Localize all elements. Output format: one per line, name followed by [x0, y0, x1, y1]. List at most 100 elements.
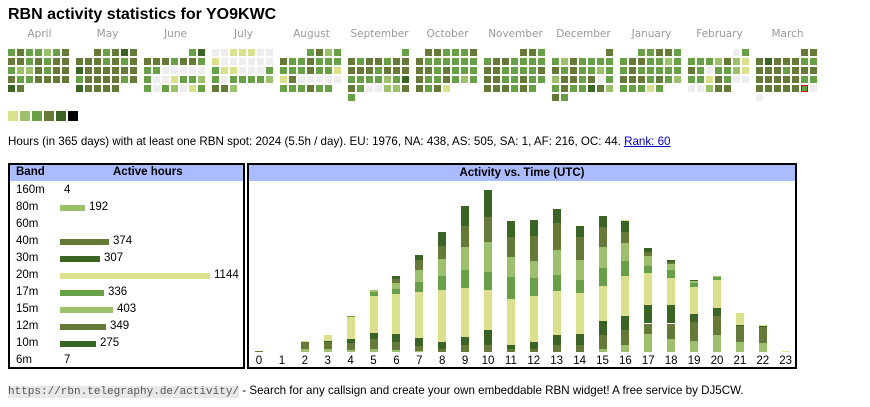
day-cell[interactable]: [588, 58, 595, 65]
day-cell[interactable]: [792, 58, 799, 65]
day-cell[interactable]: [62, 76, 69, 83]
day-cell[interactable]: [538, 67, 545, 74]
day-cell[interactable]: [502, 67, 509, 74]
day-cell[interactable]: [62, 67, 69, 74]
day-cell[interactable]: [76, 58, 83, 65]
day-cell[interactable]: [316, 85, 323, 92]
day-cell[interactable]: [17, 58, 24, 65]
day-cell[interactable]: [570, 67, 577, 74]
rank-link[interactable]: Rank: 60: [624, 135, 671, 148]
day-cell[interactable]: [103, 85, 110, 92]
day-cell[interactable]: [552, 67, 559, 74]
day-cell[interactable]: [765, 58, 772, 65]
day-cell[interactable]: [801, 49, 808, 56]
day-cell[interactable]: [647, 85, 654, 92]
day-cell[interactable]: [239, 67, 246, 74]
day-cell[interactable]: [280, 58, 287, 65]
day-cell[interactable]: [620, 85, 627, 92]
day-cell[interactable]: [520, 49, 527, 56]
day-cell[interactable]: [402, 49, 409, 56]
day-cell[interactable]: [706, 67, 713, 74]
day-cell[interactable]: [434, 85, 441, 92]
day-cell[interactable]: [26, 58, 33, 65]
day-cell[interactable]: [198, 67, 205, 74]
day-cell[interactable]: [62, 58, 69, 65]
day-cell[interactable]: [171, 58, 178, 65]
day-cell[interactable]: [520, 85, 527, 92]
day-cell[interactable]: [316, 58, 323, 65]
day-cell[interactable]: [434, 49, 441, 56]
day-cell[interactable]: [94, 76, 101, 83]
day-cell[interactable]: [502, 58, 509, 65]
day-cell[interactable]: [774, 67, 781, 74]
day-cell[interactable]: [511, 76, 518, 83]
day-cell[interactable]: [198, 58, 205, 65]
day-cell[interactable]: [298, 58, 305, 65]
day-cell[interactable]: [606, 76, 613, 83]
day-cell[interactable]: [733, 49, 740, 56]
day-cell[interactable]: [307, 67, 314, 74]
day-cell[interactable]: [221, 67, 228, 74]
day-cell[interactable]: [239, 58, 246, 65]
day-cell[interactable]: [280, 76, 287, 83]
day-cell[interactable]: [393, 67, 400, 74]
day-cell[interactable]: [552, 58, 559, 65]
day-cell[interactable]: [688, 58, 695, 65]
day-cell[interactable]: [588, 67, 595, 74]
day-cell[interactable]: [765, 85, 772, 92]
day-cell[interactable]: [620, 67, 627, 74]
day-cell[interactable]: [742, 49, 749, 56]
day-cell[interactable]: [606, 58, 613, 65]
day-cell[interactable]: [638, 85, 645, 92]
day-cell[interactable]: [697, 76, 704, 83]
day-cell[interactable]: [620, 58, 627, 65]
day-cell[interactable]: [375, 76, 382, 83]
day-cell[interactable]: [434, 58, 441, 65]
day-cell[interactable]: [257, 58, 264, 65]
day-cell[interactable]: [289, 67, 296, 74]
day-cell[interactable]: [180, 85, 187, 92]
day-cell[interactable]: [656, 58, 663, 65]
day-cell[interactable]: [552, 85, 559, 92]
day-cell[interactable]: [638, 49, 645, 56]
day-cell[interactable]: [212, 76, 219, 83]
day-cell[interactable]: [597, 58, 604, 65]
day-cell[interactable]: [742, 67, 749, 74]
day-cell[interactable]: [280, 67, 287, 74]
day-cell[interactable]: [520, 67, 527, 74]
day-cell[interactable]: [230, 67, 237, 74]
day-cell[interactable]: [239, 76, 246, 83]
day-cell[interactable]: [289, 85, 296, 92]
day-cell[interactable]: [266, 76, 273, 83]
day-cell[interactable]: [697, 67, 704, 74]
day-cell[interactable]: [470, 58, 477, 65]
day-cell[interactable]: [520, 58, 527, 65]
day-cell[interactable]: [17, 49, 24, 56]
day-cell[interactable]: [783, 76, 790, 83]
day-cell[interactable]: [665, 49, 672, 56]
day-cell[interactable]: [248, 76, 255, 83]
day-cell[interactable]: [257, 67, 264, 74]
day-cell[interactable]: [452, 67, 459, 74]
day-cell[interactable]: [189, 76, 196, 83]
day-cell[interactable]: [130, 67, 137, 74]
day-cell[interactable]: [384, 85, 391, 92]
day-cell[interactable]: [76, 85, 83, 92]
day-cell[interactable]: [452, 49, 459, 56]
day-cell[interactable]: [484, 85, 491, 92]
day-cell[interactable]: [35, 67, 42, 74]
day-cell[interactable]: [366, 76, 373, 83]
day-cell[interactable]: [334, 67, 341, 74]
day-cell[interactable]: [493, 85, 500, 92]
day-cell[interactable]: [706, 76, 713, 83]
day-cell[interactable]: [325, 76, 332, 83]
day-cell[interactable]: [552, 94, 559, 101]
day-cell[interactable]: [484, 76, 491, 83]
day-cell[interactable]: [393, 76, 400, 83]
day-cell[interactable]: [665, 76, 672, 83]
day-cell[interactable]: [375, 67, 382, 74]
footer-url[interactable]: https://rbn.telegraphy.de/activity/: [8, 386, 240, 398]
day-cell[interactable]: [112, 76, 119, 83]
day-cell[interactable]: [298, 76, 305, 83]
day-cell[interactable]: [366, 58, 373, 65]
